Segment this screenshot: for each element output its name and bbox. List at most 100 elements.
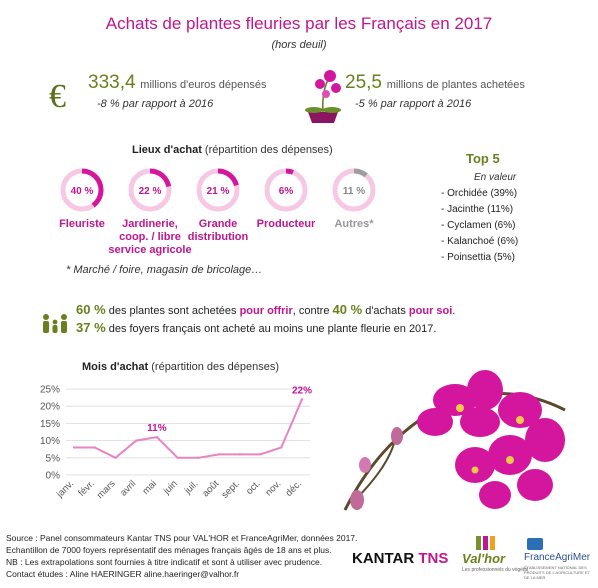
y-tick-label: 20% <box>40 402 60 413</box>
valhor-tagline: Les professionnels du végétal <box>462 567 529 573</box>
lieux-footnote: * Marché / foire, magasin de bricolage… <box>66 264 263 276</box>
lieux-heading: Lieux d'achat (répartition des dépenses) <box>132 144 333 156</box>
lieux-ring: 11 % <box>332 168 376 212</box>
data-point <box>134 439 138 442</box>
plants-value: 25,5 <box>345 72 382 93</box>
y-tick-label: 10% <box>40 436 60 447</box>
stat-soi-highlight: pour soi <box>408 305 453 317</box>
lieux-label: Autres* <box>309 218 399 231</box>
lieux-ring-arc <box>60 168 104 212</box>
stat-offrir-highlight: pour offrir <box>239 305 293 317</box>
chart-heading-rest: (répartition des dépenses) <box>151 361 280 373</box>
x-tick-label: déc. <box>284 478 304 498</box>
plants-change: -5 % par rapport à 2016 <box>355 98 472 110</box>
orchid-photo <box>343 370 566 511</box>
chart-heading-bold: Mois d'achat <box>82 361 149 373</box>
lieux-label-line: Grande <box>198 218 238 230</box>
x-tick-label: janv. <box>54 478 76 500</box>
data-point <box>197 456 200 459</box>
top5-subtitle: En valeur <box>474 172 517 183</box>
lieux-pct: 21 % <box>207 186 230 197</box>
x-tick-label: juil. <box>182 478 201 497</box>
stat-soi-text: d'achats <box>365 305 406 317</box>
data-point <box>280 446 283 449</box>
x-tick-label: nov. <box>263 478 283 498</box>
data-point <box>238 453 242 456</box>
page-subtitle: (hors deuil) <box>271 39 327 51</box>
footer-line: Contact études : Aline HAERINGER aline.h… <box>6 569 240 579</box>
x-tick-label: août <box>200 478 221 499</box>
data-point <box>114 456 117 459</box>
plants-figure: 25,5 millions de plantes achetées <box>345 72 525 94</box>
lieux-label-line: coop. / libre <box>119 231 181 243</box>
euro-icon: € <box>49 78 66 115</box>
data-point <box>176 456 179 459</box>
stat-contre-text: , contre <box>292 305 330 317</box>
lieux-ring-arc <box>196 168 240 212</box>
lieux-heading-rest: (répartition des dépenses) <box>204 144 333 156</box>
top5-item: - Poinsettia (5%) <box>441 252 515 263</box>
lieux-ring: 22 % <box>128 168 172 212</box>
data-point <box>259 453 262 456</box>
franceagrimer-tagline: ÉTABLISSEMENT NATIONAL DES PRODUITS DE L… <box>524 565 590 580</box>
kantar-logo-text: KANTAR <box>352 550 415 567</box>
x-tick-label: févr. <box>76 478 96 498</box>
lieux-pct: 11 % <box>343 186 365 197</box>
top5-item: - Kalanchoé (6%) <box>441 236 519 247</box>
data-point <box>155 435 159 439</box>
top5-item: - Orchidée (39%) <box>441 188 518 199</box>
lieux-ring-arc <box>264 168 308 212</box>
lieux-pct: 40 % <box>71 186 94 197</box>
lieux-heading-bold: Lieux d'achat <box>132 144 202 156</box>
data-point <box>217 453 221 456</box>
lieux-label-line: Fleuriste <box>59 218 105 230</box>
y-tick-label: 15% <box>40 419 60 430</box>
franceagrimer-logo: FranceAgriMer <box>524 552 591 563</box>
stat-foyers-line: 37 % des foyers français ont acheté au m… <box>76 320 436 335</box>
stat-soi-pct: 40 % <box>332 302 363 317</box>
stat-offrir-text: des plantes sont achetées <box>108 305 237 317</box>
monthly-line-chart: 0%5%10%15%20%25%janv. févr.mars avril mai ju… <box>40 385 312 502</box>
plants-label: millions de plantes achetées <box>386 79 525 91</box>
lieux-ring: 6% <box>264 168 308 212</box>
spend-label: millions d'euros dépensés <box>140 79 267 91</box>
x-tick-label: sept. <box>220 478 242 500</box>
top5-item: - Jacinthe (11%) <box>441 204 514 215</box>
x-tick-label: avril <box>118 478 138 498</box>
family-icon <box>43 314 67 333</box>
data-label: 11% <box>147 423 167 434</box>
lieux-label-line: Autres* <box>334 218 374 230</box>
chart-heading: Mois d'achat (répartition des dépenses) <box>82 361 279 373</box>
lieux-pct: 22 % <box>139 186 162 197</box>
lieux-ring-arc <box>332 168 376 212</box>
series-line <box>74 398 303 459</box>
orchid-pot-icon <box>305 70 341 123</box>
valhor-logo: Val'hor <box>462 551 506 566</box>
data-label: 22% <box>292 385 312 396</box>
spend-value: 333,4 <box>88 72 136 93</box>
footer-line: NB : Les extrapolations sont fournies à … <box>6 557 323 567</box>
spend-change: -8 % par rapport à 2016 <box>97 98 214 110</box>
stat-foyers-pct: 37 % <box>76 320 106 335</box>
tns-logo-text: TNS <box>418 550 449 567</box>
lieux-pct: 6% <box>279 186 294 197</box>
x-tick-label: mai <box>140 478 159 497</box>
page-title: Achats de plantes fleuries par les Franç… <box>105 14 493 33</box>
lieux-ring: 21 % <box>196 168 240 212</box>
lieux-ring: 40 % <box>60 168 104 212</box>
spend-figure: 333,4 millions d'euros dépensés <box>88 72 267 94</box>
y-tick-label: 5% <box>46 453 61 464</box>
data-point <box>300 398 304 401</box>
top5-title: Top 5 <box>466 151 500 166</box>
x-tick-label: juin <box>161 478 180 497</box>
top5-item: - Cyclamen (6%) <box>441 220 516 231</box>
lieux-label: Producteur <box>241 218 331 231</box>
lieux-label-line: Jardinerie, <box>122 218 178 230</box>
stat-offrir-pct: 60 % <box>76 302 106 317</box>
y-tick-label: 25% <box>40 385 60 396</box>
kantar-logo: KANTAR TNS <box>352 550 448 567</box>
data-point <box>93 446 96 449</box>
franceagrimer-logo-mark <box>527 538 543 550</box>
lieux-label: Jardinerie, coop. / libre service agricole <box>105 218 195 257</box>
data-point <box>72 446 76 449</box>
